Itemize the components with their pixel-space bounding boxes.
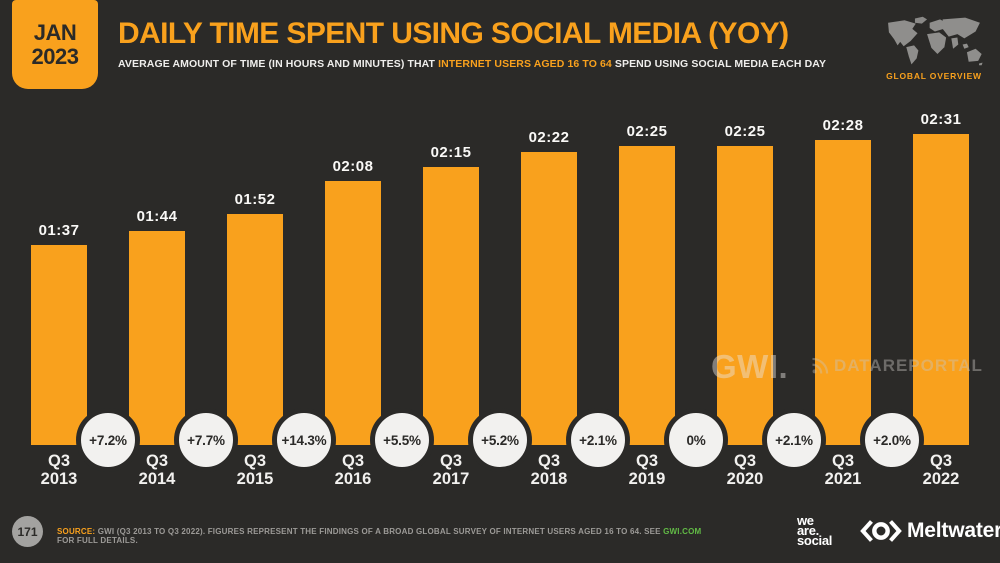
- bar-value-label: 02:25: [724, 123, 766, 140]
- bar-value-label: 02:31: [920, 111, 962, 128]
- overview-label: GLOBAL OVERVIEW: [886, 71, 982, 81]
- source-text-1: GWI (Q3 2013 TO Q3 2022). FIGURES REPRES…: [95, 527, 664, 536]
- chart-bar: [423, 167, 479, 445]
- x-axis-label: Q3 2020: [726, 452, 764, 488]
- datareportal-watermark: DATAREPORTAL: [810, 356, 983, 376]
- x-axis-label: Q3 2018: [530, 452, 568, 488]
- page-number-badge: 171: [12, 516, 43, 547]
- bar-value-label: 02:28: [822, 117, 864, 134]
- chart-bar: [913, 134, 969, 445]
- source-note: SOURCE: GWI (Q3 2013 TO Q3 2022). FIGURE…: [57, 527, 707, 545]
- was-line-1: we: [797, 513, 814, 528]
- x-axis-label: Q3 2015: [236, 452, 274, 488]
- signal-icon: [812, 357, 829, 374]
- gwi-watermark: GWI.: [711, 348, 789, 385]
- chart-bar: [129, 231, 185, 445]
- x-axis-label: Q3 2016: [334, 452, 372, 488]
- chart-bar: [815, 140, 871, 445]
- yoy-change-badge: +14.3%: [272, 408, 336, 472]
- was-line-2: are.: [797, 522, 819, 538]
- bar-value-label: 02:22: [528, 129, 570, 146]
- bar-value-label: 01:37: [38, 222, 80, 239]
- source-link[interactable]: GWI.COM: [663, 527, 702, 536]
- yoy-change-badge: +5.5%: [370, 408, 434, 472]
- meltwater-logo: Meltwater: [860, 518, 1000, 544]
- subtitle: AVERAGE AMOUNT OF TIME (IN HOURS AND MIN…: [118, 58, 826, 70]
- bar-value-label: 02:08: [332, 158, 374, 175]
- x-axis-label: Q3 2021: [824, 452, 862, 488]
- source-text-2: FOR FULL DETAILS.: [57, 536, 138, 545]
- chart-bar: [31, 245, 87, 445]
- yoy-change-badge: +7.7%: [174, 408, 238, 472]
- subtitle-suffix: SPEND USING SOCIAL MEDIA EACH DAY: [611, 58, 827, 70]
- we-are-social-logo: we are. social: [797, 513, 833, 548]
- source-label: SOURCE:: [57, 527, 96, 536]
- chart-bar: [619, 146, 675, 445]
- page-title: DAILY TIME SPENT USING SOCIAL MEDIA (YOY…: [118, 17, 789, 50]
- x-axis-label: Q3 2014: [138, 452, 176, 488]
- date-badge: JAN 2023: [12, 0, 98, 89]
- subtitle-highlight: INTERNET USERS AGED 16 TO 64: [438, 58, 612, 70]
- was-line-3: social: [797, 532, 833, 548]
- bar-value-label: 02:25: [626, 123, 668, 140]
- x-axis-label: Q3 2013: [40, 452, 78, 488]
- yoy-change-badge: +2.0%: [860, 408, 924, 472]
- chart-bar: [227, 214, 283, 445]
- x-axis-label: Q3 2022: [922, 452, 960, 488]
- meltwater-icon: [860, 520, 902, 542]
- x-axis-label: Q3 2017: [432, 452, 470, 488]
- chart-bar: [325, 181, 381, 445]
- chart-bar: [717, 146, 773, 445]
- yoy-change-badge: +2.1%: [762, 408, 826, 472]
- yoy-change-badge: +7.2%: [76, 408, 140, 472]
- x-axis-label: Q3 2019: [628, 452, 666, 488]
- chart-bar: [521, 152, 577, 445]
- subtitle-prefix: AVERAGE AMOUNT OF TIME (IN HOURS AND MIN…: [118, 58, 439, 70]
- date-year: 2023: [31, 43, 79, 69]
- yoy-change-badge: 0%: [664, 408, 728, 472]
- meltwater-label: Meltwater: [907, 519, 1000, 542]
- global-overview: GLOBAL OVERVIEW: [882, 14, 986, 81]
- yoy-change-badge: +2.1%: [566, 408, 630, 472]
- bar-value-label: 01:52: [234, 191, 276, 208]
- bar-value-label: 02:15: [430, 144, 472, 161]
- bar-value-label: 01:44: [136, 208, 178, 225]
- date-month: JAN: [33, 19, 77, 45]
- world-map-icon: [888, 16, 983, 66]
- datareportal-label: DATAREPORTAL: [834, 356, 983, 375]
- yoy-change-badge: +5.2%: [468, 408, 532, 472]
